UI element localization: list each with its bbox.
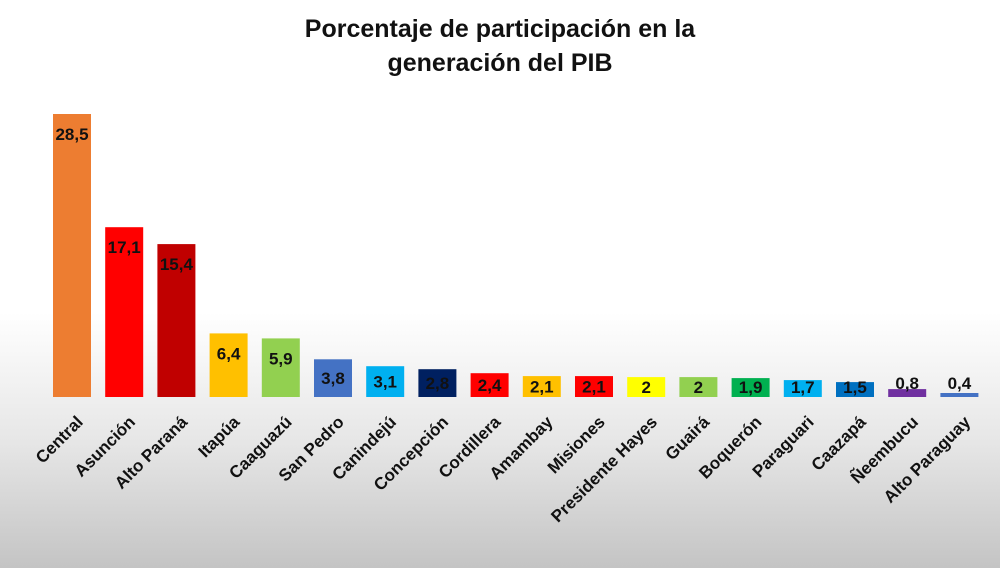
category-label-4: Itapúa bbox=[195, 412, 244, 461]
bar-value-label-9: 2,4 bbox=[478, 376, 502, 395]
bar-value-label-2: 17,1 bbox=[108, 238, 141, 257]
chart-title-line-1: Porcentaje de participación en la bbox=[304, 15, 696, 43]
bar-7 bbox=[366, 366, 405, 397]
bar-value-label-14: 1,9 bbox=[739, 378, 763, 397]
bar-value-label-12: 2 bbox=[641, 378, 650, 397]
bar-value-label-4: 6,4 bbox=[217, 344, 241, 363]
bar-13 bbox=[679, 377, 718, 397]
bar-5 bbox=[261, 338, 300, 397]
bar-14 bbox=[731, 378, 770, 397]
bar-9 bbox=[470, 373, 509, 397]
bar-value-label-8: 2,8 bbox=[426, 374, 450, 393]
bar-value-label-16: 1,5 bbox=[843, 378, 867, 397]
bar-10 bbox=[522, 376, 561, 397]
chart-title: Porcentaje de participación en la genera… bbox=[0, 12, 1000, 80]
bar-3 bbox=[157, 244, 196, 397]
chart-title-line-2: generación del PIB bbox=[387, 49, 613, 77]
bar-value-label-1: 28,5 bbox=[55, 125, 88, 144]
bar-12 bbox=[627, 377, 666, 397]
bar-4 bbox=[209, 333, 248, 397]
bar-value-label-6: 3,8 bbox=[321, 369, 345, 388]
bar-2 bbox=[105, 227, 144, 397]
bar-value-label-18: 0,4 bbox=[948, 374, 972, 393]
bar-11 bbox=[575, 376, 613, 397]
bar-16 bbox=[836, 382, 874, 397]
bar-15 bbox=[783, 380, 822, 397]
bar-value-label-17: 0,8 bbox=[895, 374, 919, 393]
bar-value-label-10: 2,1 bbox=[530, 378, 554, 397]
bar-1 bbox=[53, 114, 91, 397]
bar-17 bbox=[888, 389, 927, 397]
value-labels-layer: 28,5 17,1 15,4 6,4 5,9 3,8 3,1 2,8 2,4 2,1 2,1 2 2 1,… bbox=[55, 125, 971, 397]
category-label-13: Guairá bbox=[662, 412, 714, 464]
bars-layer bbox=[53, 114, 979, 397]
bar-value-label-11: 2,1 bbox=[582, 378, 606, 397]
bar-value-label-5: 5,9 bbox=[269, 349, 293, 368]
bar-18 bbox=[940, 393, 979, 397]
bar-value-label-7: 3,1 bbox=[373, 373, 397, 392]
bar-6 bbox=[314, 359, 352, 397]
bar-value-label-15: 1,7 bbox=[791, 378, 815, 397]
bar-value-label-3: 15,4 bbox=[160, 255, 194, 274]
bar-8 bbox=[418, 369, 457, 397]
bar-value-label-13: 2 bbox=[694, 378, 703, 397]
